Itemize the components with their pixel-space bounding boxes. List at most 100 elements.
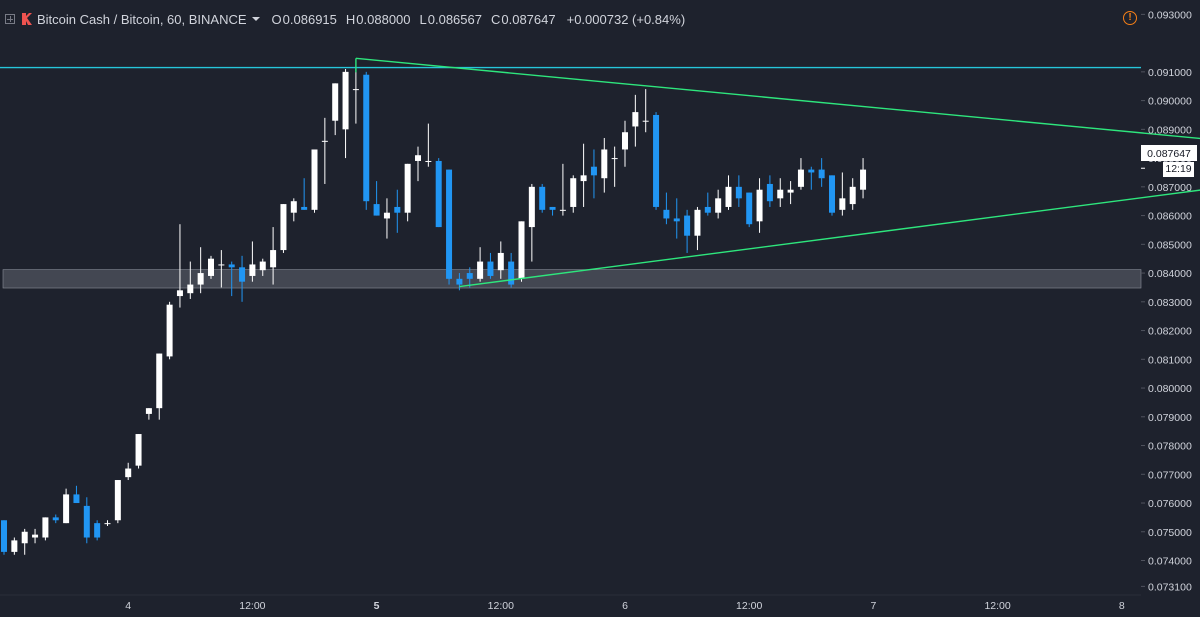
- candle-down: [301, 178, 308, 210]
- close-value: 0.087647: [501, 11, 556, 27]
- candle-down: [456, 273, 463, 291]
- candle-up: [11, 537, 18, 555]
- support-zone[interactable]: [2, 269, 1142, 289]
- triangle-upper-line[interactable]: [355, 57, 1200, 140]
- candle-body: [756, 189, 763, 222]
- candle-down: [73, 485, 80, 504]
- candle-body: [135, 434, 142, 466]
- candle-down: [663, 192, 670, 225]
- candle-down: [746, 192, 753, 228]
- candle-body: [632, 112, 639, 127]
- candle-up: [197, 247, 204, 294]
- candle-up: [415, 146, 421, 182]
- candle-body: [829, 175, 835, 213]
- candle-body: [280, 204, 287, 251]
- x-tick-label: 12:00: [488, 600, 514, 612]
- candle-body: [415, 155, 421, 161]
- candle-body: [539, 186, 546, 210]
- high-value: 0.088000: [356, 11, 411, 27]
- candle-body: [156, 353, 163, 409]
- candle-up: [425, 123, 432, 167]
- candle-up: [839, 172, 846, 216]
- y-tick-label: 0.086000: [1148, 211, 1192, 223]
- x-tick-label: 8: [1119, 600, 1125, 612]
- candle-body: [11, 540, 18, 552]
- candle-up: [497, 241, 504, 279]
- x-tick-label: 12:00: [736, 600, 762, 612]
- candle-body: [239, 267, 246, 282]
- y-tick-label: 0.076000: [1148, 498, 1192, 510]
- candle-body: [673, 218, 680, 222]
- add-indicator-icon[interactable]: [5, 14, 15, 24]
- triangle-lower-line[interactable]: [459, 187, 1200, 288]
- candle-down: [94, 520, 101, 541]
- candle-body: [166, 304, 173, 357]
- candle-up: [622, 120, 628, 167]
- countdown-label: 12:19: [1163, 162, 1194, 177]
- candle-body: [290, 201, 297, 213]
- candle-up: [725, 175, 732, 210]
- candle-up: [601, 137, 608, 193]
- x-tick-label: 12:00: [239, 600, 265, 612]
- low-key: L: [419, 11, 427, 27]
- y-tick-label: 0.093000: [1148, 9, 1192, 21]
- candle-body: [570, 178, 577, 207]
- candle-down: [818, 158, 825, 187]
- candle-down: [466, 267, 473, 288]
- candle-up: [787, 181, 794, 205]
- candle-body: [549, 206, 556, 210]
- candle-up: [849, 178, 856, 210]
- open-key: O: [271, 11, 282, 27]
- candle-body: [559, 209, 566, 211]
- candle-up: [32, 528, 39, 544]
- candle-up: [332, 83, 339, 136]
- low-value: 0.086567: [427, 11, 482, 27]
- symbol-label[interactable]: Bitcoin Cash / Bitcoin, 60, BINANCE: [37, 11, 247, 27]
- candle-up: [342, 68, 349, 159]
- y-tick-label: 0.073100: [1148, 581, 1192, 593]
- x-tick-label: 5: [374, 600, 380, 612]
- candle-up: [259, 258, 266, 276]
- symbol-dropdown-icon[interactable]: [251, 17, 260, 21]
- exchange-logo-icon: [22, 13, 32, 25]
- y-tick-label: 0.082000: [1148, 326, 1192, 338]
- y-tick-label: 0.081000: [1148, 354, 1192, 366]
- candle-up: [187, 261, 194, 299]
- candle-body: [466, 273, 473, 279]
- candle-body: [766, 183, 773, 202]
- candle-down: [394, 189, 401, 233]
- candle-up: [104, 520, 111, 527]
- candle-body: [839, 198, 846, 210]
- candle-down: [435, 158, 442, 228]
- candle-up: [290, 198, 297, 222]
- candle-down: [508, 252, 515, 288]
- candle-body: [601, 149, 608, 179]
- candle-up: [642, 89, 649, 133]
- candle-down: [684, 209, 691, 253]
- candle-body: [725, 186, 732, 207]
- chart-legend: Bitcoin Cash / Bitcoin, 60, BINANCE O 0.0…: [0, 0, 1140, 38]
- candle-body: [21, 531, 28, 544]
- x-tick-label: 7: [870, 600, 876, 612]
- candle-down: [363, 71, 370, 210]
- y-tick-label: 0.075000: [1148, 527, 1192, 539]
- candle-body: [684, 215, 691, 236]
- candle-body: [94, 523, 101, 538]
- candle-up: [166, 301, 173, 360]
- candle-up: [218, 250, 225, 288]
- candle-body: [404, 163, 411, 213]
- candle-up: [756, 178, 763, 233]
- candle-body: [497, 252, 504, 271]
- candle-up: [63, 488, 70, 524]
- warning-icon[interactable]: !: [1123, 11, 1137, 25]
- candle-body: [311, 149, 318, 210]
- candle-down: [549, 206, 556, 216]
- candle-up: [125, 462, 132, 481]
- candle-body: [208, 258, 214, 276]
- candle-body: [270, 250, 277, 268]
- candle-body: [218, 264, 225, 266]
- candle-body: [301, 206, 308, 210]
- candle-up: [270, 227, 277, 285]
